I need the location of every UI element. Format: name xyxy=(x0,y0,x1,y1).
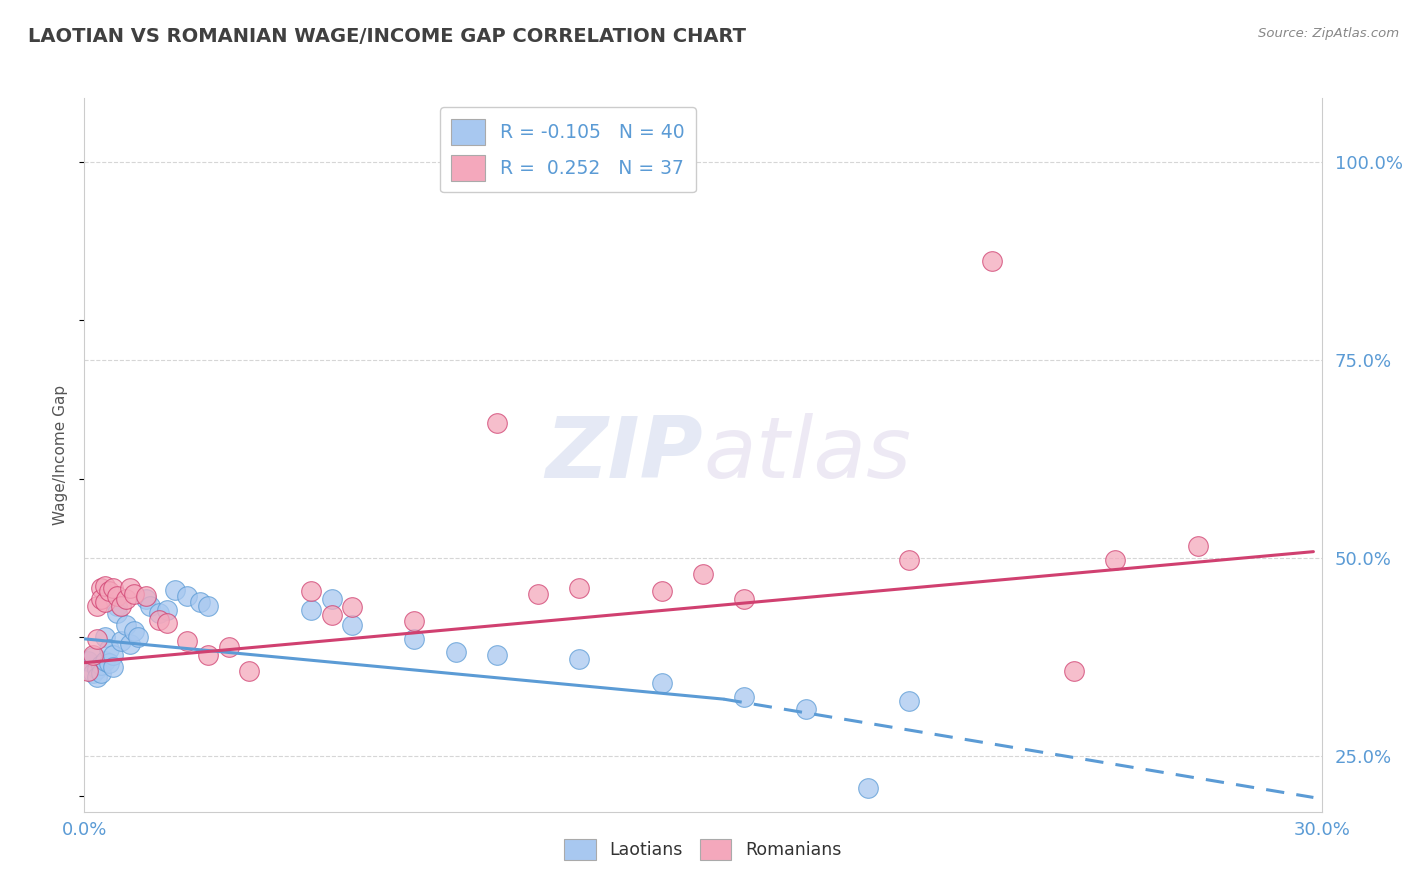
Text: LAOTIAN VS ROMANIAN WAGE/INCOME GAP CORRELATION CHART: LAOTIAN VS ROMANIAN WAGE/INCOME GAP CORR… xyxy=(28,27,747,45)
Point xyxy=(82,650,104,665)
Point xyxy=(156,615,179,630)
Point xyxy=(404,615,426,629)
Point xyxy=(90,658,112,673)
Point xyxy=(176,634,198,648)
Point xyxy=(90,592,112,607)
Point xyxy=(299,602,322,616)
Point xyxy=(90,665,112,680)
Point xyxy=(342,600,364,615)
Point xyxy=(86,662,108,676)
Point xyxy=(148,613,170,627)
Point xyxy=(114,618,136,632)
Point xyxy=(321,592,343,607)
Point xyxy=(105,607,128,621)
Point xyxy=(794,701,817,715)
Point xyxy=(197,648,219,662)
Point xyxy=(692,566,714,581)
Point xyxy=(77,654,100,668)
Text: Source: ZipAtlas.com: Source: ZipAtlas.com xyxy=(1258,27,1399,40)
Point xyxy=(651,584,673,599)
Point xyxy=(94,654,117,668)
Point xyxy=(127,630,149,644)
Point xyxy=(165,582,187,597)
Point xyxy=(1063,664,1085,678)
Point xyxy=(105,589,128,603)
Point xyxy=(122,587,145,601)
Point xyxy=(114,592,136,607)
Point xyxy=(82,665,104,680)
Legend: Laotians, Romanians: Laotians, Romanians xyxy=(557,832,849,867)
Point xyxy=(527,587,550,601)
Point xyxy=(485,648,508,662)
Point xyxy=(122,624,145,638)
Point xyxy=(135,589,157,603)
Point xyxy=(321,608,343,623)
Point xyxy=(299,584,322,599)
Point xyxy=(856,780,879,795)
Point xyxy=(898,552,921,566)
Point xyxy=(404,632,426,646)
Y-axis label: Wage/Income Gap: Wage/Income Gap xyxy=(53,384,69,525)
Point xyxy=(118,581,141,595)
Point xyxy=(77,664,100,678)
Point xyxy=(1104,552,1126,566)
Point xyxy=(94,579,117,593)
Point xyxy=(135,592,157,607)
Point xyxy=(86,599,108,613)
Point xyxy=(980,253,1002,268)
Point xyxy=(188,594,211,608)
Point xyxy=(103,648,125,662)
Text: atlas: atlas xyxy=(703,413,911,497)
Point xyxy=(110,599,132,613)
Point xyxy=(94,630,117,644)
Point xyxy=(94,594,117,608)
Point xyxy=(103,660,125,674)
Point xyxy=(733,592,755,607)
Point xyxy=(1187,539,1209,553)
Point xyxy=(156,602,179,616)
Point xyxy=(139,599,162,613)
Point xyxy=(98,642,121,657)
Point xyxy=(197,599,219,613)
Point xyxy=(568,652,591,666)
Point xyxy=(110,634,132,648)
Point xyxy=(148,607,170,621)
Point xyxy=(105,599,128,613)
Point xyxy=(342,618,364,632)
Point xyxy=(733,690,755,704)
Point xyxy=(218,640,240,654)
Point xyxy=(238,664,260,678)
Point xyxy=(568,581,591,595)
Point xyxy=(651,676,673,690)
Point xyxy=(90,581,112,595)
Point xyxy=(86,670,108,684)
Point xyxy=(98,584,121,599)
Point xyxy=(176,589,198,603)
Point xyxy=(86,632,108,646)
Point xyxy=(898,694,921,708)
Point xyxy=(103,581,125,595)
Point xyxy=(444,644,467,658)
Point xyxy=(98,656,121,670)
Point xyxy=(82,648,104,662)
Point xyxy=(118,637,141,651)
Point xyxy=(485,416,508,430)
Text: ZIP: ZIP xyxy=(546,413,703,497)
